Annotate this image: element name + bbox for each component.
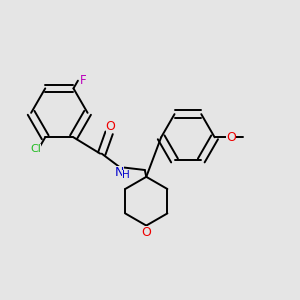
Text: O: O xyxy=(226,130,236,143)
Text: N: N xyxy=(115,167,124,179)
Text: O: O xyxy=(106,120,116,133)
Text: O: O xyxy=(141,226,151,238)
Text: F: F xyxy=(80,74,87,87)
Text: H: H xyxy=(122,170,129,180)
Text: Cl: Cl xyxy=(31,144,41,154)
